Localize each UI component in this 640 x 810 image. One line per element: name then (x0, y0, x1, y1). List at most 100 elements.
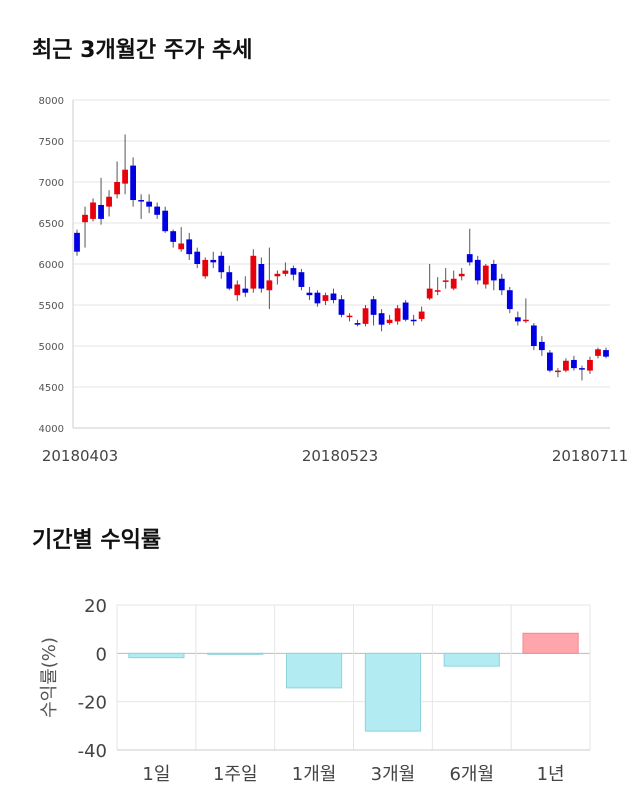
candle-body (362, 308, 369, 324)
bar-y-ticks: 20 0 -20 -40 (78, 596, 107, 762)
candle-y-tick-label: 7000 (39, 178, 64, 189)
candle-body (154, 206, 161, 215)
candle-body (330, 293, 337, 301)
bar-y-tick-label: -20 (78, 693, 107, 714)
bar (128, 652, 185, 659)
candle-body (346, 315, 353, 318)
candle-y-tick-label: 8000 (39, 96, 64, 107)
candle-body (106, 196, 112, 207)
price-trend-title: 최근 3개월간 주가 추세 (32, 38, 253, 63)
bar-x-tick-label: 1일 (142, 764, 170, 785)
candle-body (82, 214, 88, 223)
candle-body (90, 202, 96, 219)
candle-x-tick-label: 20180711 (552, 447, 628, 465)
returns-title: 기간별 수익률 (32, 528, 162, 553)
candle-y-tick-label: 4000 (39, 424, 64, 435)
candle-body (555, 370, 561, 373)
candle-body (474, 259, 481, 281)
candle-body (522, 319, 529, 322)
candle-body (354, 323, 361, 325)
bar-x-tick-label: 3개월 (371, 764, 416, 785)
candle-body (571, 359, 577, 369)
candle-body (218, 255, 225, 273)
bars (128, 632, 579, 732)
candle-body (258, 264, 265, 289)
candle-body (298, 272, 305, 287)
candle-body (538, 341, 545, 351)
candle-body (458, 273, 465, 277)
candle-body (530, 325, 537, 346)
candle-body (194, 251, 201, 264)
candle-grid (72, 99, 610, 429)
bar (285, 652, 343, 689)
candle-body (210, 259, 217, 263)
bar-y-tick-label: -40 (78, 741, 107, 762)
candle-body (603, 350, 609, 357)
candle-body (306, 292, 313, 296)
bar (364, 652, 422, 732)
candle-body (266, 280, 273, 291)
bar-y-axis-label: 수익률(%) (39, 637, 60, 718)
bar (207, 652, 264, 655)
candle-body (282, 270, 289, 274)
candles (74, 134, 609, 381)
candle-body (274, 273, 281, 277)
candle-body (242, 288, 249, 293)
returns-bar-chart: 20 0 -20 -40 1일 1주일 1개월 3개월 6개월 1년 수익률(%) (39, 596, 591, 785)
candle-body (394, 308, 401, 322)
bar-grid (116, 604, 591, 751)
candle-body (74, 232, 80, 252)
candle-body (322, 295, 329, 301)
candle-body (290, 268, 297, 275)
candle-body (490, 264, 497, 281)
candle-body (579, 368, 585, 370)
candle-body (250, 255, 257, 289)
candle-body (506, 290, 513, 310)
candle-y-tick-label: 6000 (39, 260, 64, 271)
bar-x-tick-label: 1년 (537, 764, 565, 785)
bar-x-ticks: 1일 1주일 1개월 3개월 6개월 1년 (142, 764, 564, 785)
candle-body (146, 201, 153, 207)
candle-body (386, 319, 393, 324)
candle-body (234, 284, 241, 296)
candle-y-tick-label: 5500 (39, 301, 64, 312)
candle-body (434, 290, 441, 292)
candle-body (514, 317, 521, 322)
candle-body (314, 292, 321, 304)
bar-x-tick-label: 6개월 (449, 764, 494, 785)
bar-y-tick-label: 20 (84, 596, 107, 617)
candle-body (338, 299, 345, 315)
candle-body (378, 313, 385, 325)
candle-body (122, 169, 128, 184)
candle-x-ticks: 20180403 20180523 20180711 (42, 447, 628, 465)
candle-body (402, 302, 409, 320)
candle-body (547, 352, 553, 371)
candle-body (138, 200, 145, 202)
candle-body (98, 204, 104, 219)
bar-x-tick-label: 1주일 (213, 764, 258, 785)
candle-x-tick-label: 20180523 (302, 447, 378, 465)
candle-y-tick-label: 6500 (39, 219, 64, 230)
candle-body (162, 210, 169, 232)
bar (522, 632, 579, 654)
candle-body (170, 231, 177, 242)
candle-body (450, 278, 457, 289)
candle-body (418, 311, 425, 319)
candle-body (114, 182, 120, 195)
candle-body (186, 239, 193, 255)
candle-y-tick-label: 4500 (39, 383, 64, 394)
candle-body (595, 349, 601, 356)
bar-x-tick-label: 1개월 (292, 764, 337, 785)
candle-body (178, 243, 185, 250)
candle-y-tick-label: 5000 (39, 342, 64, 353)
candle-body (482, 265, 489, 285)
candle-body (370, 299, 377, 315)
candle-y-tick-label: 7500 (39, 137, 64, 148)
candle-body (466, 254, 473, 263)
candle-body (410, 319, 417, 322)
price-candlestick-chart: 4000 4500 5000 5500 6000 6500 7000 7500 8000 201… (39, 96, 629, 465)
candle-body (130, 165, 136, 201)
candle-body (202, 259, 209, 277)
candle-x-tick-label: 20180403 (42, 447, 118, 465)
bar-y-tick-label: 0 (96, 644, 107, 665)
